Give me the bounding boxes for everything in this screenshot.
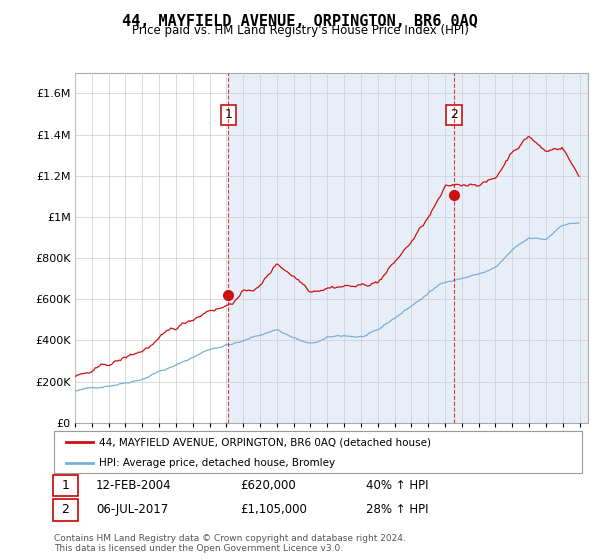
Text: HPI: Average price, detached house, Bromley: HPI: Average price, detached house, Brom… — [99, 458, 335, 468]
Text: £1,105,000: £1,105,000 — [240, 503, 307, 516]
Text: 44, MAYFIELD AVENUE, ORPINGTON, BR6 0AQ (detached house): 44, MAYFIELD AVENUE, ORPINGTON, BR6 0AQ … — [99, 437, 431, 447]
Text: 1: 1 — [61, 479, 70, 492]
Text: 40% ↑ HPI: 40% ↑ HPI — [366, 479, 428, 492]
Text: Price paid vs. HM Land Registry's House Price Index (HPI): Price paid vs. HM Land Registry's House … — [131, 24, 469, 37]
Text: This data is licensed under the Open Government Licence v3.0.: This data is licensed under the Open Gov… — [54, 544, 343, 553]
Bar — [229, 73, 454, 423]
Text: 44, MAYFIELD AVENUE, ORPINGTON, BR6 0AQ: 44, MAYFIELD AVENUE, ORPINGTON, BR6 0AQ — [122, 14, 478, 29]
Text: Contains HM Land Registry data © Crown copyright and database right 2024.: Contains HM Land Registry data © Crown c… — [54, 534, 406, 543]
Text: 2: 2 — [450, 108, 458, 122]
Bar — [454, 73, 588, 423]
Text: 1: 1 — [224, 108, 232, 122]
Text: 12-FEB-2004: 12-FEB-2004 — [96, 479, 172, 492]
Text: 06-JUL-2017: 06-JUL-2017 — [96, 503, 168, 516]
Text: 2: 2 — [61, 503, 70, 516]
Text: £620,000: £620,000 — [240, 479, 296, 492]
Text: 28% ↑ HPI: 28% ↑ HPI — [366, 503, 428, 516]
